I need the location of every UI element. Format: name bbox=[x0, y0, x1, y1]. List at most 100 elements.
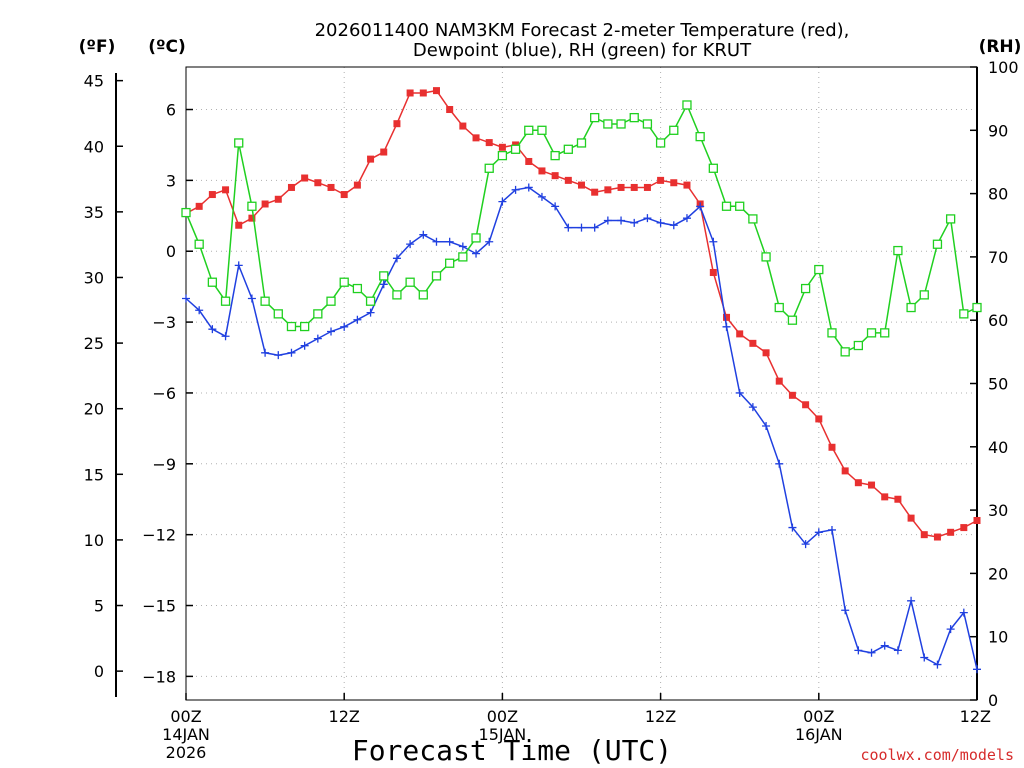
rh-point bbox=[774, 302, 784, 313]
rh-point bbox=[563, 144, 573, 154]
rh-point bbox=[299, 321, 310, 332]
dewpoint-point bbox=[907, 596, 916, 605]
rh-point bbox=[708, 163, 718, 173]
fahrenheit-tick-label: 5 bbox=[94, 597, 104, 616]
dewpoint-point bbox=[643, 214, 652, 223]
dewpoint-point bbox=[827, 525, 836, 534]
temperature-point bbox=[973, 516, 981, 524]
rh-tick-label: 60 bbox=[988, 311, 1008, 330]
fahrenheit-tick-label: 35 bbox=[84, 203, 104, 222]
temperature-point bbox=[868, 481, 876, 489]
temperature-point bbox=[432, 87, 440, 95]
dewpoint-point bbox=[472, 249, 481, 258]
dewpoint-point bbox=[735, 388, 744, 397]
rh-point bbox=[616, 119, 626, 129]
x-tick-label: 00Z bbox=[487, 707, 518, 726]
celsius-tick-label: 3 bbox=[166, 171, 176, 190]
rh-tick-label: 20 bbox=[988, 564, 1008, 583]
dewpoint-point bbox=[313, 334, 322, 343]
rh-point bbox=[866, 328, 877, 338]
dewpoint-point bbox=[841, 606, 850, 615]
rh-tick-label: 0 bbox=[988, 691, 998, 710]
temperature-point bbox=[498, 143, 506, 151]
dewpoint-point bbox=[617, 216, 626, 225]
temperature-point bbox=[222, 186, 230, 194]
dewpoint-point bbox=[485, 237, 494, 246]
rh-point bbox=[906, 302, 916, 313]
rh-point bbox=[945, 214, 956, 224]
temperature-point bbox=[353, 181, 361, 189]
temperature-point bbox=[393, 120, 401, 128]
dewpoint-point bbox=[195, 306, 204, 315]
rh-point bbox=[313, 309, 323, 319]
dewpoint-point bbox=[432, 237, 441, 246]
dewpoint-point bbox=[933, 660, 942, 669]
temperature-point bbox=[564, 176, 572, 184]
dewpoint-point bbox=[340, 322, 349, 331]
celsius-tick-label: 6 bbox=[166, 101, 176, 120]
temperature-point bbox=[235, 221, 243, 229]
dewpoint-point bbox=[775, 459, 784, 468]
temperature-point bbox=[446, 106, 454, 114]
dewpoint-point bbox=[287, 348, 296, 357]
rh-point bbox=[510, 144, 521, 154]
dewpoint-line bbox=[185, 186, 978, 670]
dewpoint-point bbox=[603, 216, 612, 225]
credit-text[interactable]: coolwx.com/models bbox=[860, 746, 1014, 764]
celsius-tick-label: −12 bbox=[142, 526, 176, 545]
rh-point bbox=[735, 201, 745, 211]
fahrenheit-tick-label: 15 bbox=[84, 465, 104, 484]
temperature-point bbox=[775, 377, 783, 385]
rh-point bbox=[405, 277, 415, 287]
rh-point bbox=[576, 138, 587, 148]
temperature-point bbox=[841, 467, 849, 475]
rh-point bbox=[339, 277, 349, 287]
rh-point bbox=[959, 309, 969, 319]
temperature-point bbox=[459, 122, 467, 130]
rh-point bbox=[853, 340, 863, 351]
dewpoint-point bbox=[920, 653, 929, 662]
celsius-tick-label: 0 bbox=[166, 242, 176, 261]
rh-point bbox=[260, 296, 270, 306]
rh-point bbox=[550, 150, 560, 161]
dewpoint-point bbox=[261, 348, 270, 357]
rh-point bbox=[445, 258, 455, 268]
rh-point bbox=[458, 252, 468, 262]
dewpoint-point bbox=[366, 308, 375, 317]
dewpoint-point bbox=[669, 221, 678, 230]
rh-point bbox=[721, 201, 732, 211]
x-tick-label: 2026 bbox=[166, 743, 207, 762]
temperature-point bbox=[314, 179, 322, 187]
dewpoint-point bbox=[788, 523, 797, 532]
temperature-point bbox=[933, 533, 941, 541]
dewpoint-point bbox=[577, 223, 586, 232]
dewpoint-point bbox=[379, 280, 388, 289]
temperature-point bbox=[657, 176, 665, 184]
rh-point bbox=[207, 277, 218, 287]
fahrenheit-unit-label: (ºF) bbox=[79, 37, 116, 57]
dewpoint-point bbox=[867, 648, 876, 657]
rh-point bbox=[840, 347, 850, 357]
temperature-point bbox=[327, 183, 335, 191]
temperature-point bbox=[788, 391, 796, 399]
temperature-point bbox=[274, 195, 282, 203]
fahrenheit-tick-label: 45 bbox=[84, 72, 104, 91]
rh-point bbox=[695, 131, 705, 142]
fahrenheit-tick-label: 10 bbox=[84, 531, 104, 550]
rh-point bbox=[972, 302, 982, 313]
celsius-tick-label: −18 bbox=[142, 667, 176, 686]
x-tick-label: 00Z bbox=[170, 707, 201, 726]
celsius-tick-label: −6 bbox=[152, 384, 176, 403]
temperature-point bbox=[287, 183, 295, 191]
temperature-point bbox=[538, 167, 546, 175]
dewpoint-point bbox=[814, 528, 823, 537]
temperature-point bbox=[670, 179, 678, 187]
rh-point bbox=[603, 119, 613, 129]
rh-point bbox=[326, 296, 336, 306]
celsius-unit-label: (ºC) bbox=[148, 37, 186, 57]
rh-point bbox=[787, 315, 798, 325]
temperature-point bbox=[578, 181, 585, 189]
fahrenheit-tick-label: 25 bbox=[84, 334, 104, 353]
rh-unit-label: (RH) bbox=[979, 37, 1022, 57]
